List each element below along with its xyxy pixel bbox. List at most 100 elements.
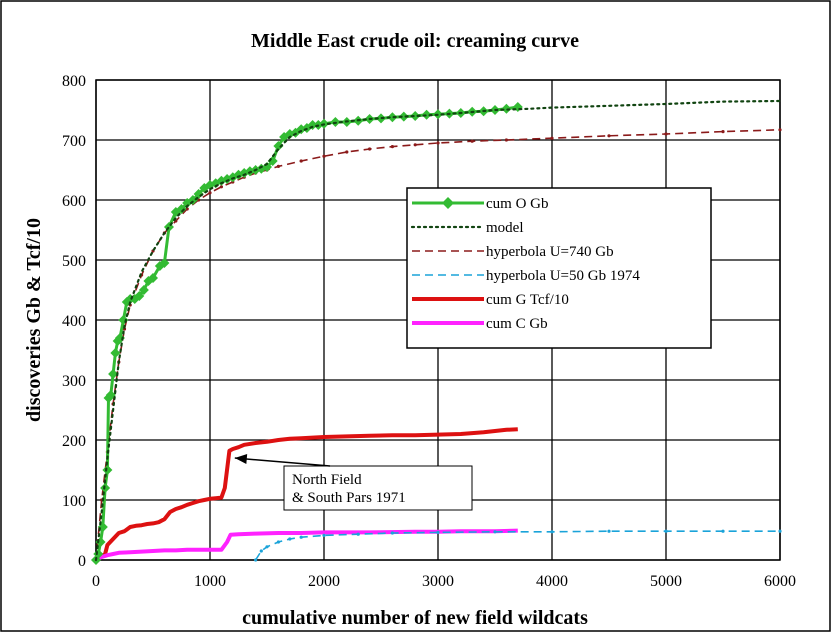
legend-entry-1: model bbox=[410, 220, 524, 236]
annotation-north-field: North Field & South Pars 1971 bbox=[234, 454, 473, 511]
data-point bbox=[436, 530, 440, 535]
series-5 bbox=[95, 528, 518, 562]
legend-entry-4: cum G Tcf/10 bbox=[412, 292, 569, 308]
legend-entry-5: cum C Gb bbox=[412, 316, 548, 332]
data-point bbox=[356, 532, 360, 536]
plot-area-border bbox=[95, 79, 781, 561]
legend-label: cum O Gb bbox=[486, 196, 549, 212]
data-point-diamond bbox=[110, 348, 121, 358]
data-point bbox=[219, 185, 223, 189]
annotation-line-1: North Field bbox=[292, 472, 362, 488]
data-point bbox=[493, 530, 497, 534]
data-point-diamond bbox=[501, 103, 512, 114]
data-point-diamond bbox=[134, 291, 145, 301]
data-point bbox=[721, 130, 725, 134]
data-point bbox=[265, 545, 269, 549]
y-tick-label: 0 bbox=[78, 553, 86, 570]
series-4 bbox=[94, 427, 518, 562]
x-tick-label: 5000 bbox=[650, 573, 682, 590]
data-point-diamond bbox=[387, 112, 398, 123]
y-tick-label: 500 bbox=[62, 253, 86, 270]
data-point bbox=[368, 147, 372, 151]
data-point bbox=[276, 540, 280, 544]
annotation-arrowhead bbox=[234, 454, 248, 464]
series-line bbox=[95, 528, 518, 562]
data-point bbox=[778, 128, 782, 132]
series-layer bbox=[91, 99, 782, 565]
data-point bbox=[607, 529, 611, 533]
y-axis-ticks: 0 100 200 300 400 500 600 700 800 bbox=[62, 73, 86, 570]
data-point bbox=[721, 529, 725, 533]
y-tick-label: 400 bbox=[62, 313, 86, 330]
legend-label: cum G Tcf/10 bbox=[486, 292, 569, 308]
data-point-diamond bbox=[108, 369, 119, 379]
data-point-diamond bbox=[148, 273, 158, 283]
data-point bbox=[288, 537, 292, 541]
data-point-diamond bbox=[159, 258, 170, 268]
data-point-diamond bbox=[138, 285, 149, 295]
x-tick-label: 1000 bbox=[194, 573, 226, 590]
legend-entry-2: hyperbola U=740 Gb bbox=[412, 244, 614, 260]
data-point bbox=[259, 549, 263, 553]
legend-label: cum C Gb bbox=[486, 316, 548, 332]
data-point bbox=[299, 535, 303, 539]
data-point bbox=[778, 529, 782, 533]
data-point-diamond bbox=[410, 111, 421, 121]
x-tick-label: 3000 bbox=[422, 573, 454, 590]
y-tick-label: 600 bbox=[62, 193, 86, 210]
data-point bbox=[413, 143, 417, 147]
data-point-diamond bbox=[105, 390, 116, 400]
y-tick-label: 100 bbox=[62, 493, 86, 510]
legend-entry-3: hyperbola U=50 Gb 1974 bbox=[412, 268, 640, 284]
data-point bbox=[664, 529, 668, 533]
x-axis-title: cumulative number of new field wildcats bbox=[242, 607, 588, 629]
y-tick-label: 700 bbox=[62, 133, 86, 150]
legend-marker bbox=[442, 197, 454, 209]
series-line bbox=[94, 427, 518, 562]
legend-label: hyperbola U=50 Gb 1974 bbox=[486, 268, 640, 284]
data-point bbox=[322, 533, 326, 538]
data-point bbox=[345, 150, 349, 154]
legend-entry-0: cum O Gb bbox=[412, 196, 549, 212]
series-1 bbox=[94, 99, 782, 562]
data-point bbox=[504, 138, 508, 142]
data-point bbox=[299, 159, 303, 163]
annotation-line-2: & South Pars 1971 bbox=[292, 490, 406, 506]
data-point bbox=[390, 531, 394, 535]
x-tick-label: 2000 bbox=[308, 573, 340, 590]
legend-label: model bbox=[486, 220, 524, 236]
data-point bbox=[607, 134, 611, 138]
data-point bbox=[208, 191, 212, 195]
legend-label: hyperbola U=740 Gb bbox=[486, 244, 614, 260]
data-point-diamond bbox=[176, 204, 187, 214]
data-point bbox=[197, 198, 201, 202]
data-point bbox=[436, 141, 440, 145]
data-point bbox=[276, 164, 280, 168]
annotation-arrow bbox=[234, 457, 331, 467]
x-tick-label: 4000 bbox=[536, 573, 568, 590]
data-point-diamond bbox=[93, 549, 104, 559]
y-tick-label: 200 bbox=[62, 433, 86, 450]
data-point bbox=[550, 136, 554, 140]
chart-title: Middle East crude oil: creaming curve bbox=[251, 30, 579, 52]
x-axis-ticks: 0 1000 2000 3000 4000 5000 6000 bbox=[92, 573, 796, 590]
data-point-diamond bbox=[102, 465, 113, 475]
data-point bbox=[470, 139, 474, 143]
data-point bbox=[664, 132, 668, 136]
x-tick-label: 0 bbox=[92, 573, 100, 590]
data-point bbox=[390, 145, 394, 149]
y-tick-label: 300 bbox=[62, 373, 86, 390]
legend: cum O Gb model hyperbola U=740 Gb hyperbola… bbox=[406, 187, 712, 349]
data-point-diamond bbox=[421, 109, 432, 120]
annotation-box bbox=[283, 465, 473, 511]
data-point bbox=[322, 154, 326, 158]
data-point bbox=[550, 530, 554, 534]
data-point-diamond bbox=[398, 111, 409, 122]
data-point bbox=[185, 207, 189, 211]
data-point bbox=[254, 558, 258, 562]
x-tick-label: 6000 bbox=[764, 573, 796, 590]
y-tick-label: 800 bbox=[62, 73, 86, 90]
series-3 bbox=[254, 529, 782, 562]
data-point-diamond bbox=[273, 141, 284, 151]
